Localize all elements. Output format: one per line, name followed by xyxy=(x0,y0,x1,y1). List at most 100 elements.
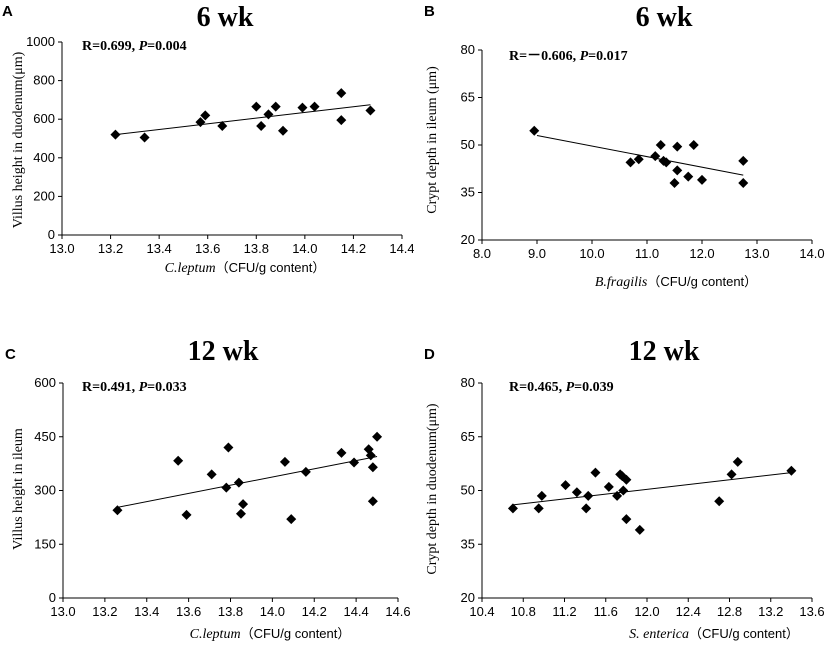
trend-line xyxy=(536,135,744,176)
x-tick-label: 13.4 xyxy=(146,241,171,256)
panel-label: C xyxy=(5,346,16,363)
data-point xyxy=(235,508,246,519)
data-point xyxy=(672,141,683,152)
panel-d: 10.4 10.8 11.2 11.6 12.0 12.4 12.8 13.2 13.6 20 35… xyxy=(414,323,828,646)
data-point xyxy=(349,457,360,468)
chart-panel-a: 13.0 13.2 13.4 13.6 13.8 14.0 14.2 14.4 0 200 400 6… xyxy=(2,2,414,276)
x-tick-label: 13.6 xyxy=(195,241,220,256)
data-point xyxy=(139,132,150,143)
x-tick-label: 10.0 xyxy=(579,246,604,261)
data-point xyxy=(738,155,749,166)
data-point xyxy=(238,499,249,510)
data-point xyxy=(650,151,661,162)
panel-label: A xyxy=(2,3,13,20)
x-tick-label: 14.2 xyxy=(341,241,366,256)
chart-title: 6 wk xyxy=(197,2,254,33)
x-tick-label: 9.0 xyxy=(528,246,546,261)
data-point xyxy=(726,469,737,480)
x-tick-label: 14.4 xyxy=(389,241,414,256)
y-tick-label: 80 xyxy=(461,375,475,390)
data-point xyxy=(683,171,694,182)
panel-label: D xyxy=(424,346,435,363)
data-point xyxy=(533,503,544,514)
x-tick-label: 13.6 xyxy=(799,604,824,619)
data-point xyxy=(300,466,311,477)
data-point xyxy=(336,115,347,126)
stat-annotation: R=－0.606, P=0.017 xyxy=(509,49,628,64)
data-point xyxy=(536,490,547,501)
y-tick-label: 1000 xyxy=(26,34,55,49)
data-point xyxy=(336,447,347,458)
x-tick-label: 14.4 xyxy=(343,604,368,619)
y-axis-label: Crypt depth in duodenum(μm) xyxy=(425,403,440,575)
x-tick-label: 13.0 xyxy=(744,246,769,261)
stat-annotation: R=0.491, P=0.033 xyxy=(82,380,187,395)
y-tick-label: 20 xyxy=(461,232,475,247)
data-point xyxy=(206,469,217,480)
data-point xyxy=(336,88,347,99)
data-point xyxy=(251,101,262,112)
data-point xyxy=(633,154,644,165)
chart-title: 6 wk xyxy=(636,2,693,33)
chart-title: 12 wk xyxy=(188,336,259,367)
data-point xyxy=(367,462,378,473)
data-point xyxy=(669,178,680,188)
trend-line xyxy=(512,472,792,506)
data-point xyxy=(365,450,376,461)
stat-annotation: R=0.699, P=0.004 xyxy=(82,39,187,54)
data-point xyxy=(270,101,281,112)
x-tick-label: 13.8 xyxy=(218,604,243,619)
data-point xyxy=(309,101,320,112)
data-point xyxy=(263,109,274,120)
x-tick-label: 13.2 xyxy=(98,241,123,256)
data-point xyxy=(732,456,743,467)
x-axis-label: C.leptum（CFU/g content） xyxy=(165,260,326,276)
x-tick-label: 14.0 xyxy=(260,604,285,619)
data-point xyxy=(365,105,376,116)
y-tick-label: 20 xyxy=(461,590,475,605)
x-tick-label: 10.8 xyxy=(511,604,536,619)
data-point xyxy=(786,465,797,476)
data-point xyxy=(112,505,123,516)
y-tick-label: 35 xyxy=(461,185,475,200)
x-tick-label: 13.2 xyxy=(92,604,117,619)
data-point xyxy=(110,129,121,140)
data-point xyxy=(297,102,308,113)
y-tick-label: 400 xyxy=(33,150,55,165)
y-tick-label: 300 xyxy=(34,483,56,498)
data-point xyxy=(200,110,211,121)
y-tick-label: 600 xyxy=(33,111,55,126)
data-point xyxy=(571,487,582,498)
x-tick-label: 14.0 xyxy=(292,241,317,256)
data-point xyxy=(655,140,666,150)
x-tick-label: 13.0 xyxy=(49,241,74,256)
data-point xyxy=(223,442,234,453)
x-tick-label: 12.8 xyxy=(717,604,742,619)
y-tick-label: 150 xyxy=(34,536,56,551)
stat-annotation: R=0.465, P=0.039 xyxy=(509,380,614,395)
data-point xyxy=(181,509,192,520)
data-point xyxy=(560,480,571,491)
x-tick-label: 11.6 xyxy=(594,604,618,619)
data-point xyxy=(590,467,601,478)
x-axis-label: S. enterica（CFU/g content） xyxy=(629,626,799,642)
x-tick-label: 13.6 xyxy=(176,604,201,619)
data-point xyxy=(217,120,228,131)
data-point xyxy=(688,140,699,150)
y-axis-label: Crypt depth in ileum (μm) xyxy=(425,66,440,214)
data-point xyxy=(581,503,592,514)
y-tick-label: 50 xyxy=(461,483,475,498)
data-point xyxy=(625,157,636,168)
trend-line xyxy=(117,455,378,508)
data-point xyxy=(617,471,628,482)
y-axis-label: Villus height in ileum xyxy=(11,428,26,550)
y-tick-label: 200 xyxy=(33,188,55,203)
y-tick-label: 600 xyxy=(34,375,56,390)
y-tick-label: 800 xyxy=(33,73,55,88)
x-axis-label: C.leptum（CFU/g content） xyxy=(190,626,351,642)
data-point xyxy=(618,485,629,496)
data-point xyxy=(173,455,184,466)
x-tick-label: 13.2 xyxy=(758,604,783,619)
data-point xyxy=(621,474,632,485)
data-point xyxy=(507,503,518,514)
